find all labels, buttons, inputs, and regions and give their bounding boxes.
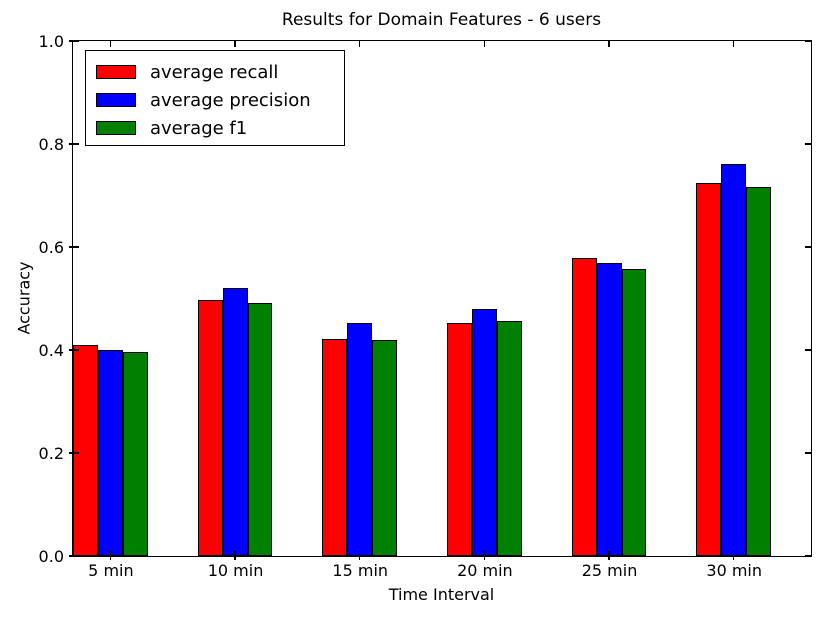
x-tick-label-15-min: 15 min bbox=[332, 561, 389, 580]
bar-average-precision-25-min bbox=[596, 262, 622, 556]
legend-label: average recall bbox=[150, 61, 279, 83]
bar-average-f1-5-min bbox=[122, 352, 148, 556]
x-tick-bottom bbox=[358, 551, 361, 560]
x-tick-bottom bbox=[732, 551, 735, 560]
bar-average-f1-25-min bbox=[621, 268, 647, 556]
legend-item-average-recall: average recall bbox=[96, 58, 344, 86]
x-tick-label-5-min: 5 min bbox=[88, 561, 134, 580]
y-tick-label: 0.6 bbox=[38, 237, 64, 257]
y-tick-left bbox=[69, 452, 79, 454]
x-tick-label-10-min: 10 min bbox=[207, 561, 264, 580]
bar-average-f1-30-min bbox=[746, 186, 772, 556]
x-tick-top bbox=[234, 41, 236, 47]
y-tick-right bbox=[805, 349, 811, 351]
x-tick-bottom bbox=[483, 551, 486, 560]
legend-swatch-blue bbox=[96, 93, 136, 107]
y-tick-right bbox=[805, 452, 811, 454]
plot-area bbox=[69, 40, 812, 560]
x-tick-top bbox=[608, 41, 610, 47]
bar-average-recall-30-min bbox=[696, 182, 722, 556]
x-tick-bottom bbox=[234, 551, 236, 560]
y-tick-right bbox=[805, 555, 811, 557]
x-tick-top bbox=[732, 41, 735, 47]
x-tick-label-20-min: 20 min bbox=[457, 561, 513, 580]
legend-label: average f1 bbox=[150, 117, 248, 139]
legend-swatch-green bbox=[96, 121, 136, 135]
y-tick-label: 0.0 bbox=[38, 546, 64, 566]
bar-average-f1-20-min bbox=[496, 321, 522, 556]
x-tick-top bbox=[358, 41, 361, 47]
bar-average-recall-20-min bbox=[446, 323, 472, 556]
bar-average-f1-15-min bbox=[372, 340, 398, 556]
x-tick-bottom bbox=[608, 551, 610, 560]
bar-average-recall-15-min bbox=[322, 339, 348, 556]
bar-average-f1-10-min bbox=[247, 303, 273, 556]
legend-item-average-precision: average precision bbox=[96, 86, 344, 114]
bar-average-recall-25-min bbox=[571, 258, 597, 556]
x-tick-bottom bbox=[109, 551, 112, 560]
y-tick-label: 1.0 bbox=[38, 31, 64, 51]
x-tick-label-30-min: 30 min bbox=[706, 561, 763, 580]
y-tick-label: 0.2 bbox=[38, 443, 64, 463]
y-tick-right bbox=[805, 40, 811, 42]
y-tick-left bbox=[69, 555, 79, 557]
bar-average-precision-20-min bbox=[471, 308, 497, 556]
bar-average-precision-15-min bbox=[347, 323, 373, 556]
y-tick-label: 0.4 bbox=[38, 340, 64, 360]
y-tick-left bbox=[69, 143, 79, 145]
x-tick-top bbox=[483, 41, 486, 47]
bar-average-recall-10-min bbox=[197, 299, 223, 556]
y-axis-label: Accuracy bbox=[14, 261, 34, 335]
legend-swatch-red bbox=[96, 65, 136, 79]
x-axis-label: Time Interval bbox=[388, 585, 495, 604]
y-tick-label: 0.8 bbox=[38, 134, 64, 154]
y-tick-left bbox=[69, 246, 79, 248]
y-tick-right bbox=[805, 246, 811, 248]
bar-average-precision-30-min bbox=[721, 163, 747, 556]
legend: average recall average precision average… bbox=[85, 50, 345, 146]
y-tick-left bbox=[69, 349, 79, 351]
x-tick-label-25-min: 25 min bbox=[581, 561, 638, 580]
x-tick-top bbox=[109, 41, 112, 47]
y-tick-right bbox=[805, 143, 811, 145]
bar-average-precision-5-min bbox=[97, 350, 123, 556]
legend-item-average-f1: average f1 bbox=[96, 114, 344, 142]
bar-average-recall-5-min bbox=[73, 344, 98, 556]
legend-label: average precision bbox=[150, 89, 311, 111]
chart-title: Results for Domain Features - 6 users bbox=[281, 10, 602, 30]
y-tick-left bbox=[69, 40, 79, 42]
bar-average-precision-10-min bbox=[222, 287, 248, 556]
